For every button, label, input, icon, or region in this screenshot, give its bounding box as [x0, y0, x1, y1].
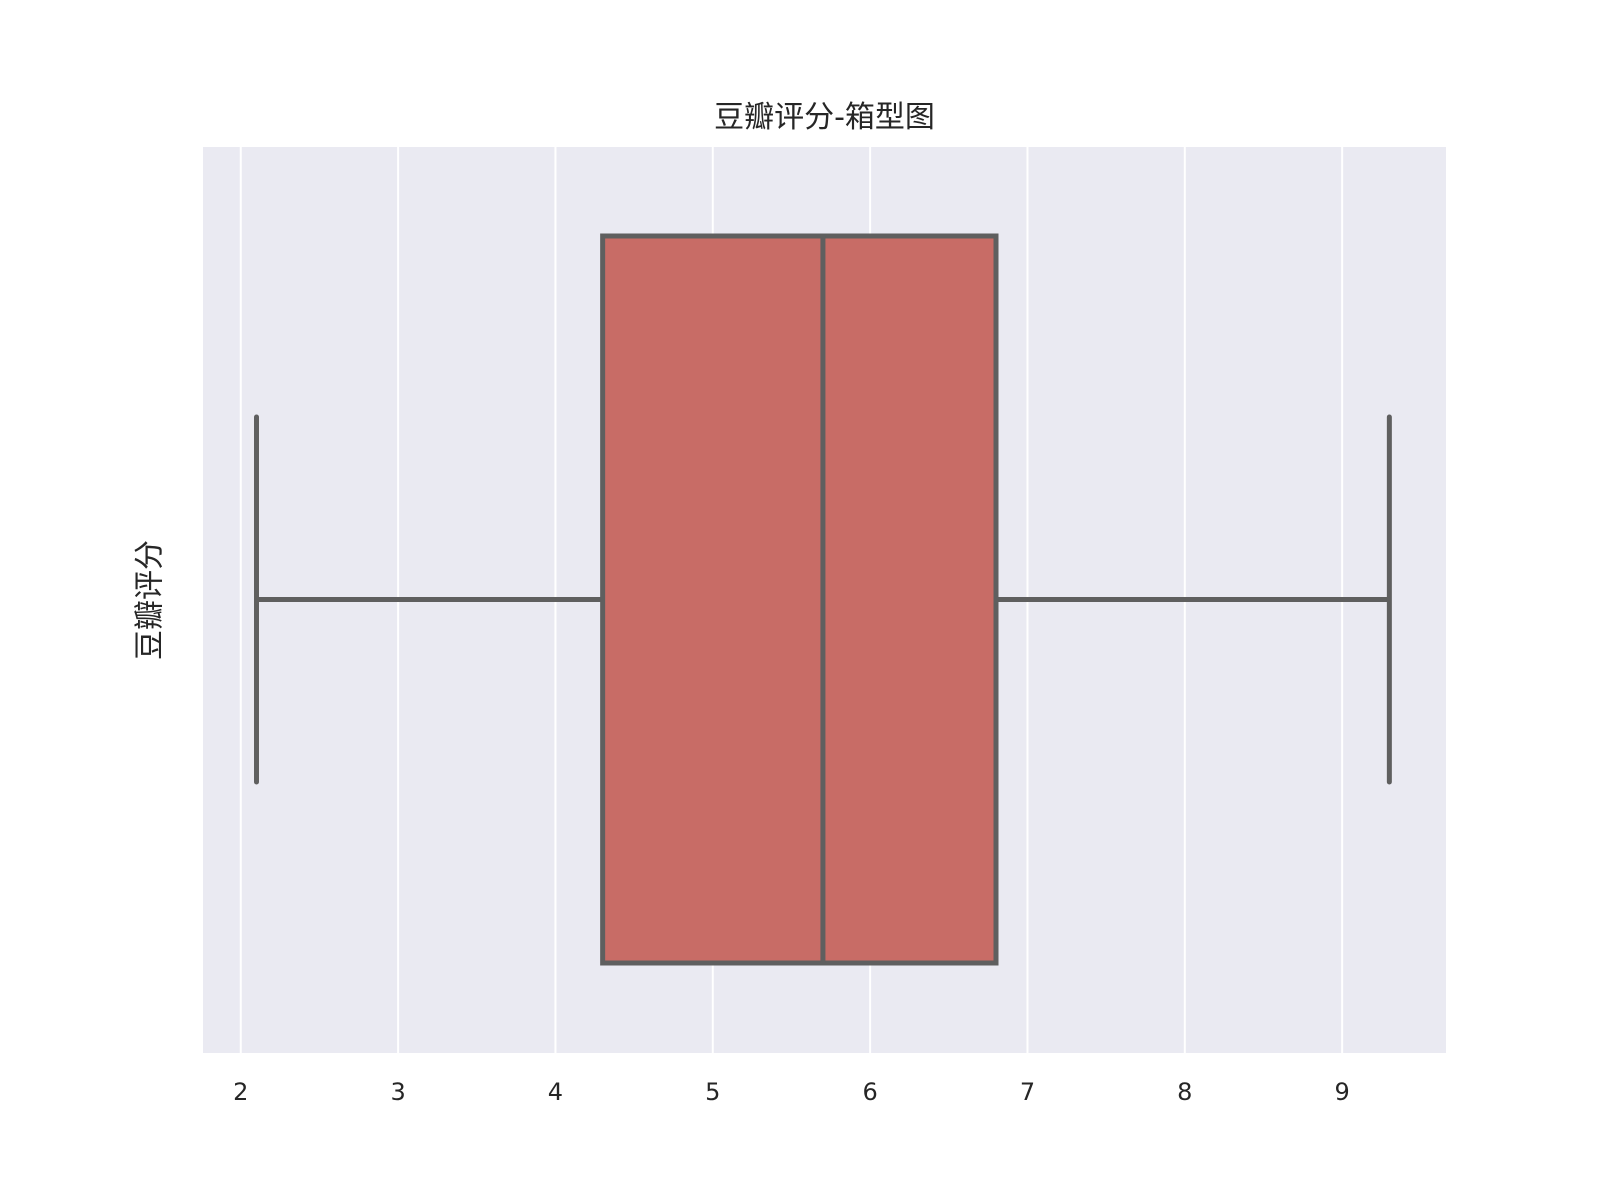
x-tick-labels: 2 3 4 5 6 7 8 9 [233, 1078, 1350, 1106]
x-tick-label-3: 3 [390, 1078, 405, 1106]
x-tick-label-2: 2 [233, 1078, 248, 1106]
chart-title: 豆瓣评分-箱型图 [714, 100, 935, 135]
x-tick-label-5: 5 [705, 1078, 720, 1106]
box-layer [253, 233, 1392, 966]
x-tick-label-6: 6 [862, 1078, 877, 1106]
x-tick-label-7: 7 [1020, 1078, 1035, 1106]
x-tick-label-9: 9 [1335, 1078, 1350, 1106]
x-tick-label-8: 8 [1177, 1078, 1192, 1106]
x-tick-label-4: 4 [548, 1078, 563, 1106]
iqr-box [600, 233, 999, 966]
y-axis-label: 豆瓣评分 [133, 540, 168, 660]
